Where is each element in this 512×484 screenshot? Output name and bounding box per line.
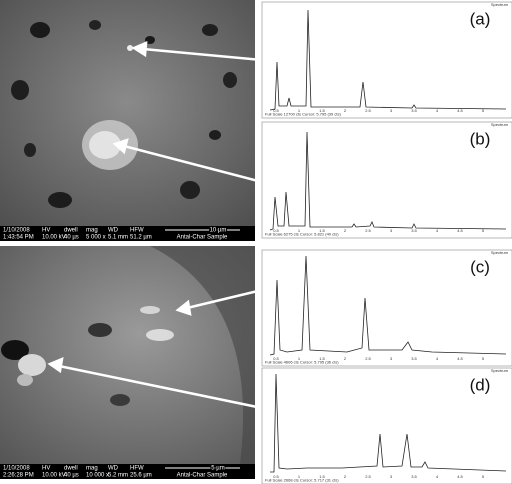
field-label: HV [42, 228, 50, 234]
axis-label: 0.5 [273, 108, 279, 113]
scale-label: 10 µm [210, 228, 227, 234]
spectrum: (a)Spectrum Full Scale 12700 cts Cursor: … [261, 1, 512, 119]
axis-label: 2 [344, 356, 347, 361]
axis-label: 4 [436, 108, 439, 113]
field-label: WD [108, 228, 119, 234]
field-label: dwell [64, 466, 78, 472]
panel-label: (c) [470, 257, 490, 276]
field-value: 40 µs [64, 473, 79, 479]
time: 1:43:54 PM [3, 235, 34, 241]
field-label: mag [86, 466, 98, 472]
axis-label: 4.5 [457, 228, 463, 233]
field-label: HFW [130, 228, 144, 234]
panel-label: (b) [470, 129, 491, 148]
spectrum-footer: Full Scale 4606 cts Cursor: 5.795 (36 ct… [265, 360, 339, 365]
spectrum-title: Spectrum [491, 122, 509, 127]
spectrum: (c)Spectrum Full Scale 4606 cts Cursor: 5… [261, 249, 512, 367]
axis-label: 4.5 [457, 474, 463, 479]
sample: Antal-Char Sample [177, 473, 228, 479]
field-value: 5.2 mm [108, 473, 128, 479]
field-value: 25.6 µm [130, 473, 152, 479]
field-value: 5.1 mm [108, 235, 128, 241]
field-value: 10.00 kV [42, 473, 66, 479]
axis-label: 2.5 [365, 228, 371, 233]
axis-label: 5 [482, 108, 485, 113]
axis-label: 3.5 [411, 474, 417, 479]
axis-label: 2.5 [365, 356, 371, 361]
spectrum-footer: Full Scale 12700 cts Cursor: 5.795 (39 c… [265, 112, 341, 117]
axis-label: 5 [482, 356, 485, 361]
date: 1/10/2008 [3, 228, 30, 234]
axis-label: 5 [482, 228, 485, 233]
field-value: 40 µs [64, 235, 79, 241]
sem-image [0, 246, 255, 464]
spectrum: (d)Spectrum Full Scale 2668 cts Cursor: 5… [261, 367, 512, 484]
scale-label: 5 µm [211, 466, 224, 472]
axis-label: 3 [390, 108, 393, 113]
axis-label: 3 [390, 474, 393, 479]
arrows [47, 41, 263, 410]
field-value: 51.2 µm [130, 235, 152, 241]
spectrum-title: Spectrum [491, 250, 509, 255]
axis-label: 2.5 [365, 108, 371, 113]
spectrum-footer: Full Scale 2668 cts Cursor: 5.717 (31 ct… [265, 478, 339, 483]
axis-label: 3.5 [411, 108, 417, 113]
spectrum-title: Spectrum [491, 368, 509, 373]
axis-label: 0.5 [273, 356, 279, 361]
axis-label: 3 [390, 228, 393, 233]
axis-label: 1 [298, 108, 301, 113]
axis-label: 3 [390, 356, 393, 361]
axis-label: 0.5 [273, 228, 279, 233]
axis-label: 5 [482, 474, 485, 479]
spectrum-footer: Full Scale 6275 cts Cursor: 5.821 (40 ct… [265, 232, 339, 237]
axis-label: 1.5 [319, 356, 325, 361]
axis-label: 4 [436, 228, 439, 233]
field-label: HFW [130, 466, 144, 472]
field-value: 10 000 x [86, 473, 109, 479]
axis-label: 1 [298, 474, 301, 479]
field-label: WD [108, 466, 119, 472]
axis-label: 0.5 [273, 474, 279, 479]
panel-label: (d) [470, 375, 491, 394]
axis-label: 4 [436, 356, 439, 361]
axis-label: 3.5 [411, 356, 417, 361]
axis-label: 4.5 [457, 356, 463, 361]
panel-label: (a) [470, 9, 491, 28]
spectrum: (b)Spectrum Full Scale 6275 cts Cursor: 5… [261, 121, 512, 239]
axis-label: 1.5 [319, 108, 325, 113]
axis-label: 1 [298, 356, 301, 361]
axis-label: 3.5 [411, 228, 417, 233]
axis-label: 4.5 [457, 108, 463, 113]
time: 2:26:28 PM [3, 473, 34, 479]
axis-label: 1.5 [319, 474, 325, 479]
field-label: dwell [64, 228, 78, 234]
axis-label: 4 [436, 474, 439, 479]
axis-label: 2.5 [365, 474, 371, 479]
spectrum-title: Spectrum [491, 2, 509, 7]
axis-label: 1.5 [319, 228, 325, 233]
field-label: HV [42, 466, 50, 472]
axis-label: 1 [298, 228, 301, 233]
field-label: mag [86, 228, 98, 234]
sem-image [0, 0, 255, 226]
axis-label: 2 [344, 228, 347, 233]
date: 1/10/2008 [3, 466, 30, 472]
sample: Antal-Char Sample [177, 235, 228, 241]
field-value: 10.00 kV [42, 235, 66, 241]
axis-label: 2 [344, 108, 347, 113]
axis-label: 2 [344, 474, 347, 479]
field-value: 5 000 x [86, 235, 106, 241]
